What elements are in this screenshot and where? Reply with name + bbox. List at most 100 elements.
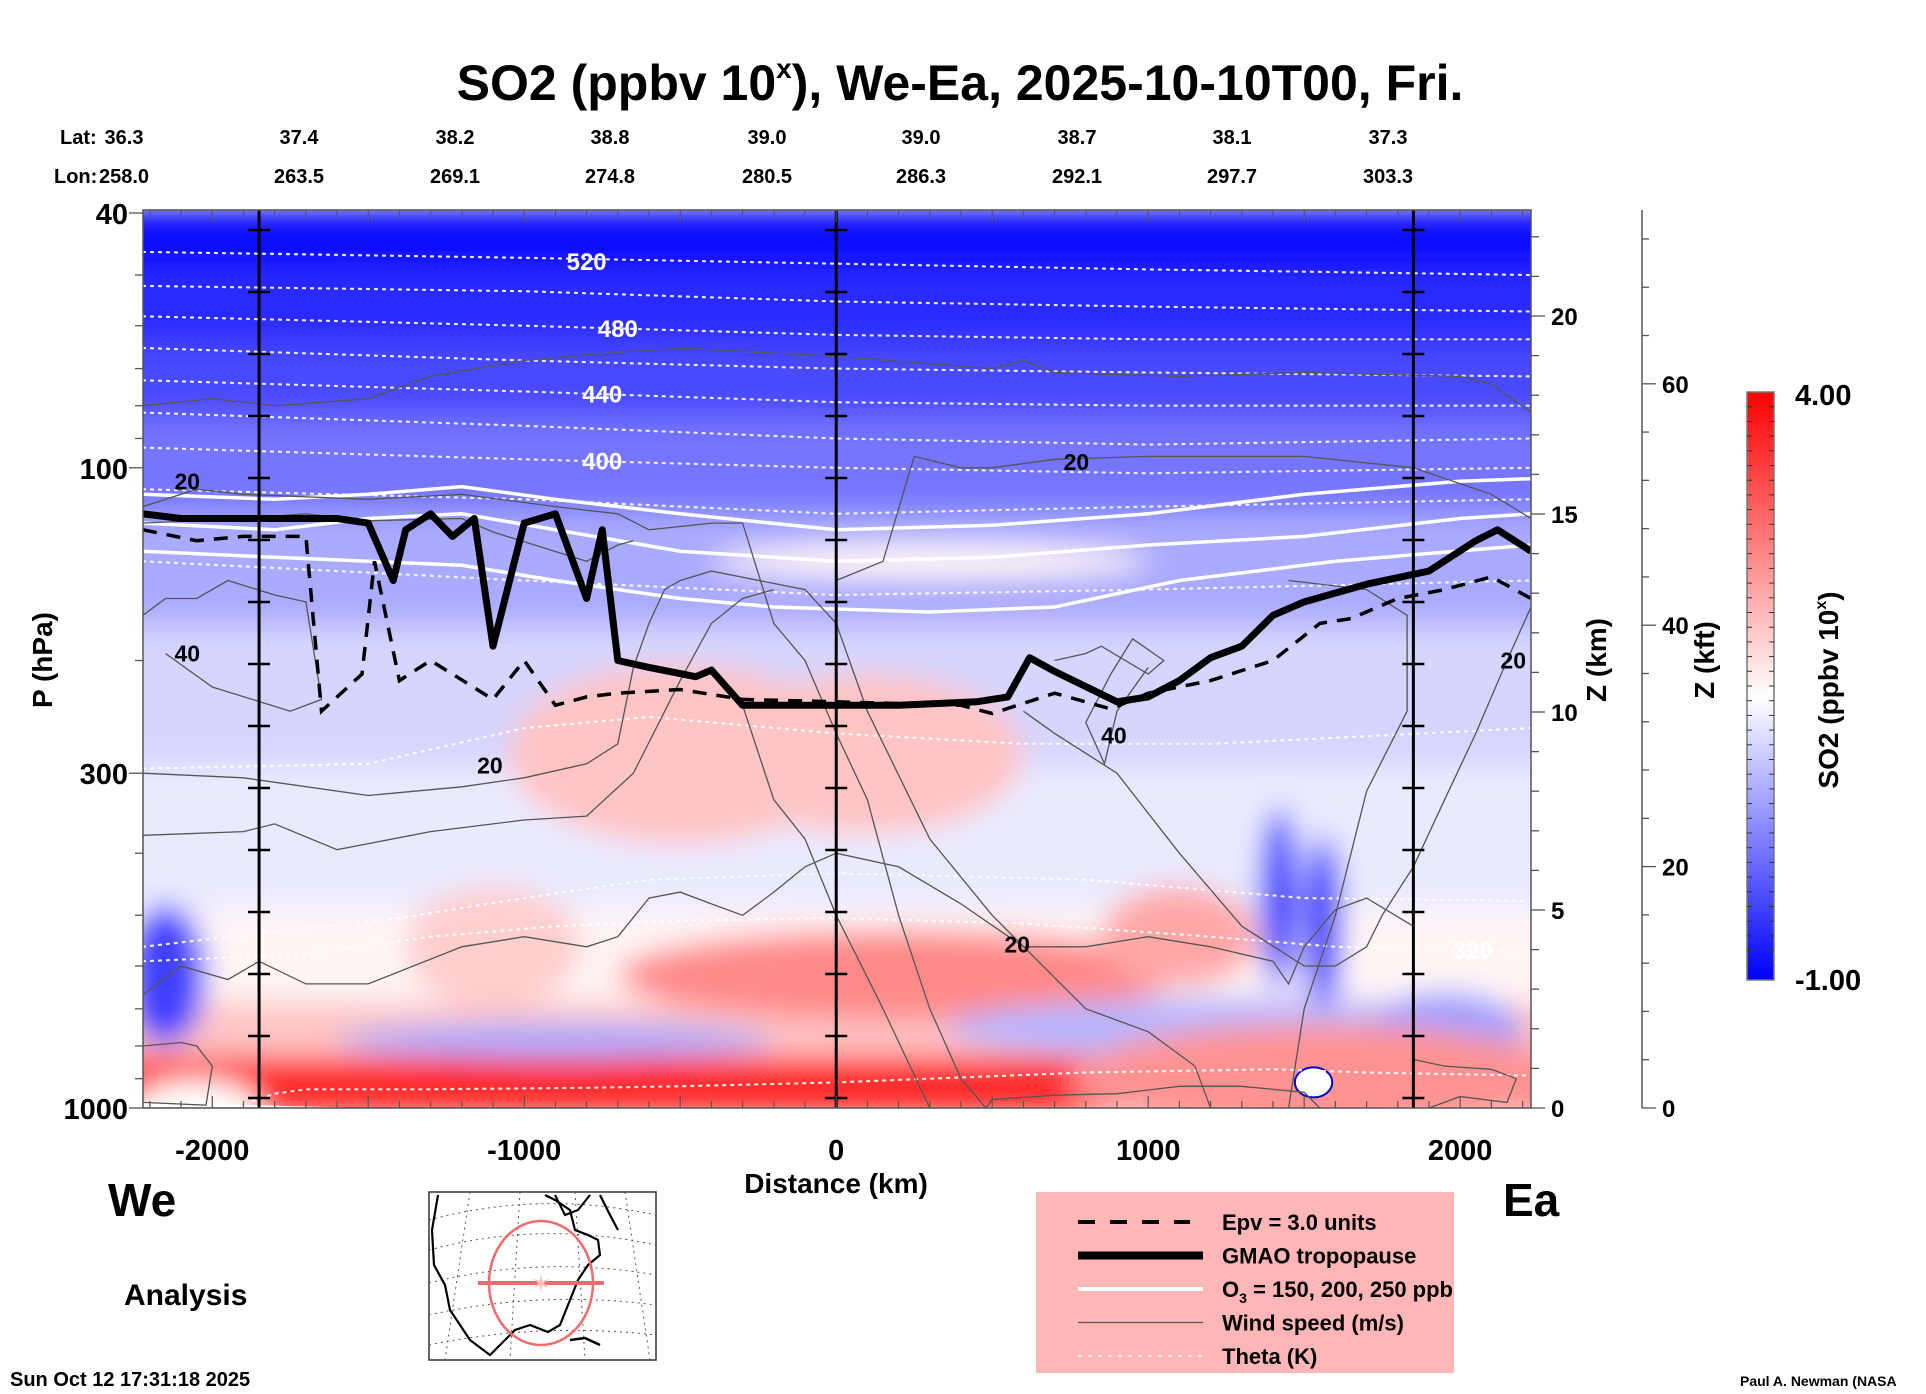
field-anomaly xyxy=(337,1022,774,1059)
x-axis: -2000 -1000 0 1000 2000 xyxy=(149,210,1524,1167)
y-axis-pressure: 40 100 300 1000 xyxy=(63,199,143,1126)
lon-value: 286.3 xyxy=(896,166,946,188)
wind-contour xyxy=(143,488,987,1108)
colorbar: 4.00 -1.00 SO2 (ppbv 10x) xyxy=(1746,380,1861,997)
missing-data-patches xyxy=(143,1066,1334,1108)
z-kft-axis-label: Z (kft) xyxy=(1689,621,1720,699)
plot-area: 520 480 440 400 320 20 20 40 20 40 20 20 xyxy=(143,210,1531,1108)
legend-label-main: O xyxy=(1222,1277,1239,1302)
y-tick-label: 100 xyxy=(80,454,128,486)
field-anomaly xyxy=(1260,808,1298,989)
theta-label: 400 xyxy=(582,449,622,476)
y-tick-label: 300 xyxy=(80,759,128,791)
lat-value: 38.1 xyxy=(1213,127,1252,149)
legend-item: Theta (K) xyxy=(1078,1344,1317,1369)
theta-contour xyxy=(143,916,1531,963)
lat-value: 39.0 xyxy=(902,127,941,149)
wind-contour xyxy=(143,852,1414,996)
wind-contour xyxy=(741,705,931,1108)
west-label: We xyxy=(108,1174,176,1226)
legend-label-rest: = 150, 200, 250 ppb xyxy=(1247,1277,1453,1302)
wind-contour xyxy=(143,1041,213,1106)
legend-label-sub: 3 xyxy=(1239,1290,1247,1306)
legend-label: GMAO tropopause xyxy=(1222,1244,1416,1269)
z-km-tick-label: 10 xyxy=(1551,700,1578,727)
tropopause-line xyxy=(143,510,1531,709)
z-km-axis-label: Z (km) xyxy=(1581,618,1612,702)
colorbar-label: SO2 (ppbv 10x) xyxy=(1813,591,1844,788)
legend-label: Theta (K) xyxy=(1222,1344,1317,1369)
theta-contours xyxy=(143,250,1531,1103)
chart-title: SO2 (ppbv 10x), We-Ea, 2025-10-10T00, Fr… xyxy=(457,53,1464,111)
inset-map-content: ✶ xyxy=(429,1192,656,1360)
z-km-tick-label: 20 xyxy=(1551,304,1578,331)
y-axis-label: P (hPa) xyxy=(27,612,58,708)
timestamp: Sun Oct 12 17:31:18 2025 xyxy=(10,1369,250,1391)
field-anomaly xyxy=(711,674,1024,835)
legend-item: O3 = 150, 200, 250 ppb xyxy=(1078,1277,1453,1306)
epv-3pvu-line xyxy=(143,528,1531,716)
z-kft-tick-label: 40 xyxy=(1662,613,1689,640)
lon-value: 303.3 xyxy=(1363,166,1413,188)
lon-value: 263.5 xyxy=(274,166,324,188)
field-anomaly xyxy=(143,905,207,1046)
colorbar-ticks xyxy=(1747,406,1774,966)
theta-label: 520 xyxy=(567,249,607,276)
coastline xyxy=(430,1194,619,1357)
x-axis-label: Distance (km) xyxy=(744,1168,928,1199)
legend-label: O3 = 150, 200, 250 ppb xyxy=(1222,1277,1453,1306)
gmao-tropopause-line xyxy=(143,510,1531,709)
x-tick-label: -1000 xyxy=(487,1135,561,1167)
z-kft-tick-label: 20 xyxy=(1662,855,1689,882)
wind-contour xyxy=(1287,579,1408,1108)
colorbar-min-label: -1.00 xyxy=(1795,965,1861,997)
wind-contour-label: 20 xyxy=(175,468,201,494)
field-anomaly xyxy=(1304,836,1342,1017)
y-tick-label: 1000 xyxy=(63,1094,128,1126)
wind-contour-label: 40 xyxy=(175,640,201,666)
legend-item: GMAO tropopause xyxy=(1078,1244,1416,1269)
wind-contour-label: 20 xyxy=(1064,449,1090,475)
legend-box xyxy=(1036,1192,1454,1373)
below-ground-mask xyxy=(143,1100,369,1108)
z-km-axis: 0 5 10 15 20 xyxy=(1531,236,1578,1123)
wind-contour-label: 40 xyxy=(1101,723,1127,749)
lon-value: 258.0 xyxy=(99,166,149,188)
lat-value: 36.3 xyxy=(105,127,144,149)
ozone-contour xyxy=(143,543,1531,614)
x-tick-label: 1000 xyxy=(1116,1135,1181,1167)
lon-value: 274.8 xyxy=(585,166,635,188)
field-anomaly xyxy=(405,886,581,1007)
wind-contour-label: 20 xyxy=(477,753,503,779)
lat-value: 39.0 xyxy=(748,127,787,149)
legend-item: Epv = 3.0 units xyxy=(1078,1210,1377,1235)
plot-frame xyxy=(142,209,1532,1109)
theta-label: 480 xyxy=(598,316,638,343)
lat-value: 37.4 xyxy=(280,127,320,149)
wind-contour-label: 20 xyxy=(1004,931,1030,957)
lon-value: 280.5 xyxy=(742,166,792,188)
lon-value: 292.1 xyxy=(1052,166,1102,188)
lat-label: Lat: xyxy=(60,127,97,149)
lat-value: 38.7 xyxy=(1058,127,1097,149)
colorbar-max-label: 4.00 xyxy=(1795,380,1851,412)
wind-contour xyxy=(143,579,323,712)
wind-contour xyxy=(985,1085,1321,1108)
wind-contour-label: 20 xyxy=(1500,648,1526,674)
wind-contour xyxy=(835,455,1531,582)
profile-lines xyxy=(248,210,1425,1108)
theta-label: 320 xyxy=(1453,938,1493,965)
y-tick-label: 40 xyxy=(96,199,128,231)
lon-value: 297.7 xyxy=(1207,166,1257,188)
wind-contour xyxy=(1054,637,1165,766)
center-star-icon: ✶ xyxy=(531,1271,551,1298)
z-kft-tick-label: 0 xyxy=(1662,1096,1675,1123)
lat-value: 37.3 xyxy=(1369,127,1408,149)
field-anomaly xyxy=(143,1080,260,1108)
theta-label: 440 xyxy=(582,381,622,408)
caribbean-islands xyxy=(569,1336,601,1347)
legend: Epv = 3.0 units GMAO tropopause O3 = 150, … xyxy=(1036,1192,1454,1373)
z-km-tick-label: 15 xyxy=(1551,502,1578,529)
contour-labels: 520 480 440 400 320 20 20 40 20 40 20 20 xyxy=(175,249,1527,965)
